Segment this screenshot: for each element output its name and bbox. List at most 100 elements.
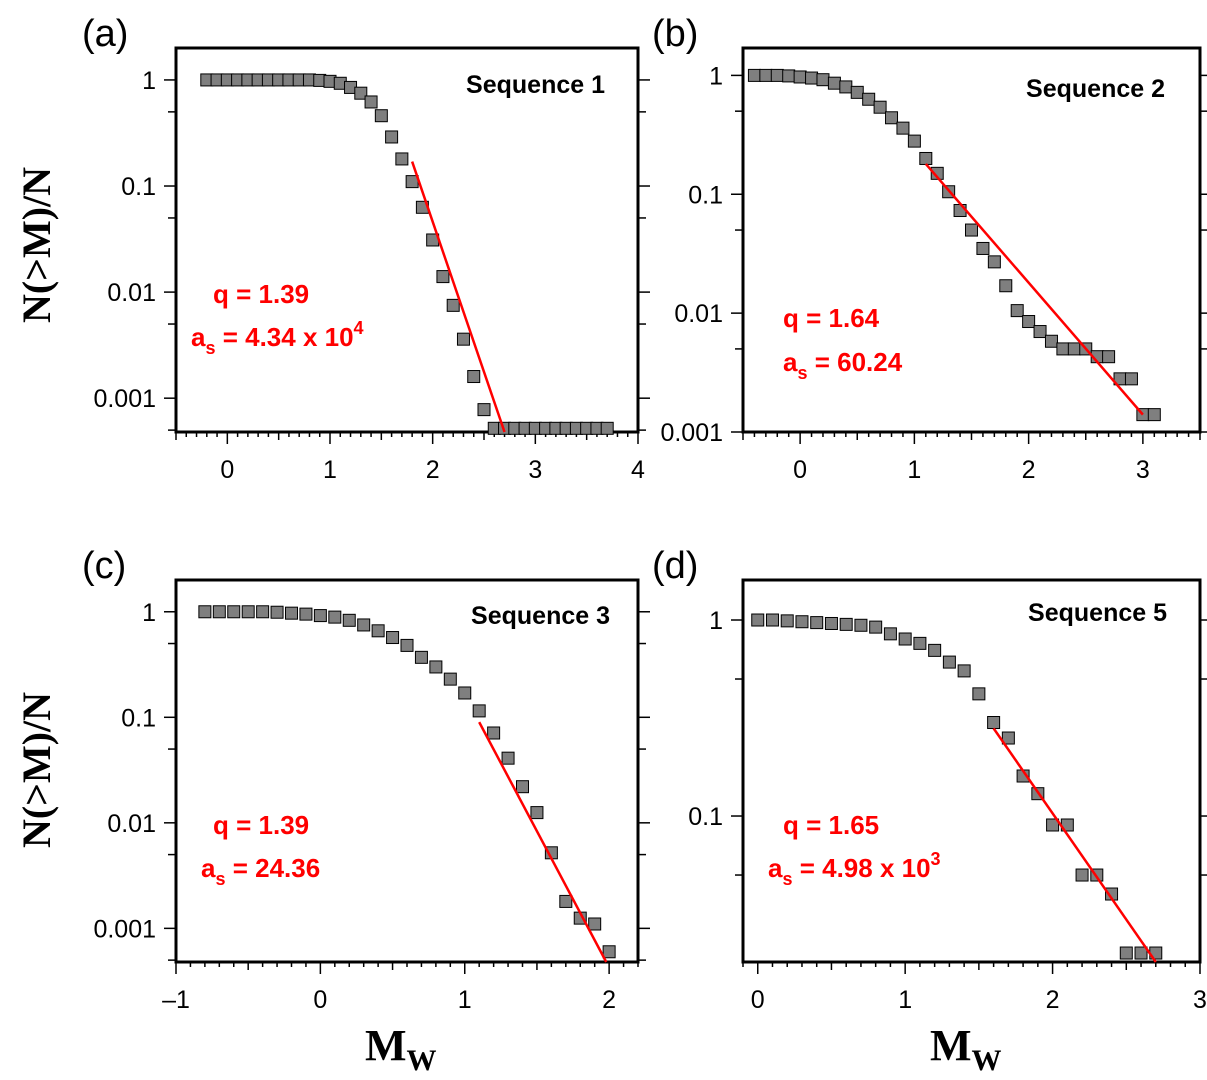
as-base: a [191, 322, 206, 352]
x-tick-label: 1 [898, 986, 912, 1014]
data-point [358, 619, 370, 631]
panel-letter: (a) [82, 13, 128, 55]
q-annotation: q = 1.64 [783, 303, 880, 333]
y-tick-label: 1 [142, 599, 156, 627]
data-point [920, 152, 932, 164]
data-point [286, 607, 298, 619]
data-point [840, 618, 852, 630]
data-point [437, 271, 449, 283]
as-annotation: as = 4.34 x 104 [191, 318, 364, 358]
x-tick-label: 0 [793, 456, 807, 484]
y-axis-title-bottom: N(>M)/N [14, 692, 59, 848]
panel-d: 0 1 2 310.1(d)Sequence 5q = 1.65as = 4.98 x… [652, 545, 1207, 1014]
data-point [988, 717, 1000, 729]
data-point [796, 616, 808, 628]
as-base: a [783, 347, 798, 377]
x-tick-label: –1 [162, 986, 190, 1014]
data-point [966, 224, 978, 236]
fit-line [479, 722, 606, 962]
data-point [401, 639, 413, 651]
data-point [828, 77, 840, 89]
fit-line [412, 162, 504, 432]
sequence-label: Sequence 2 [1026, 75, 1165, 103]
as-superscript: 3 [931, 849, 941, 869]
data-point [874, 101, 886, 113]
data-point [447, 299, 459, 311]
data-point [897, 122, 909, 134]
data-point [908, 135, 920, 147]
data-point [329, 611, 341, 623]
panel-letter: (c) [82, 545, 126, 587]
x-tick-label: 2 [1022, 456, 1036, 484]
data-point [870, 621, 882, 633]
data-point [502, 752, 514, 764]
data-point [1011, 305, 1023, 317]
data-point [589, 918, 601, 930]
data-point [430, 661, 442, 673]
data-point [863, 93, 875, 105]
as-annotation: as = 24.36 [201, 853, 320, 889]
y-tick-label: 0.1 [688, 803, 723, 831]
y-tick-label: 0.001 [660, 419, 723, 447]
x-tick-label: 1 [907, 456, 921, 484]
as-value: = 4.98 x 10 [792, 853, 930, 883]
data-point [271, 606, 283, 618]
data-point [781, 615, 793, 627]
as-subscript: s [205, 338, 215, 358]
data-point [1023, 316, 1035, 328]
panel-letter: (d) [652, 545, 698, 587]
data-point [517, 781, 529, 793]
data-point [601, 422, 613, 434]
panel-a: 0 1 2 3 410.10.010.001(a)Sequence 1q = 1.39a… [82, 13, 650, 484]
data-point [1057, 343, 1069, 355]
data-point [988, 256, 1000, 268]
data-point [1148, 409, 1160, 421]
plot-frame [176, 48, 638, 432]
y-tick-label: 0.01 [674, 300, 723, 328]
data-point [1103, 351, 1115, 363]
data-point [914, 637, 926, 649]
y-tick-label: 0.001 [93, 915, 156, 943]
fit-line [926, 164, 1143, 415]
data-point [473, 705, 485, 717]
data-point [1000, 280, 1012, 292]
as-annotation: as = 60.24 [783, 347, 903, 383]
x-tick-label: 3 [1193, 986, 1207, 1014]
data-point [257, 606, 269, 618]
data-point [242, 606, 254, 618]
x-tick-label: 0 [751, 986, 765, 1014]
data-point [386, 131, 398, 143]
as-base: a [768, 853, 783, 883]
panel-b: 0 1 2 3 1 0.1 0.01 0.001 (b) Sequence 2 q = 1.64 as… [652, 13, 1207, 484]
data-point [954, 205, 966, 217]
data-point [1034, 326, 1046, 338]
data-point [396, 153, 408, 165]
x-axis-title-main: M [930, 1021, 972, 1070]
y-tick-label: 1 [709, 62, 723, 90]
data-point [825, 617, 837, 629]
x-axis-title-sub: W [972, 1044, 1002, 1077]
data-point [415, 651, 427, 663]
data-point [375, 110, 387, 122]
data-point [929, 644, 941, 656]
panel-letter: (b) [652, 13, 698, 55]
data-point [372, 625, 384, 637]
data-point [488, 727, 500, 739]
x-tick-label: 3 [528, 456, 542, 484]
data-point [1120, 947, 1132, 959]
y-tick-label: 0.1 [121, 173, 156, 201]
data-point [973, 688, 985, 700]
x-axis-title-right: MW [930, 1021, 1002, 1077]
data-point [766, 614, 778, 626]
data-point [977, 242, 989, 254]
data-point [213, 606, 225, 618]
sequence-label: Sequence 3 [471, 602, 610, 630]
data-point [387, 632, 399, 644]
data-point [752, 614, 764, 626]
x-tick-label: 2 [426, 456, 440, 484]
as-subscript: s [782, 869, 792, 889]
data-point [760, 69, 772, 81]
data-point [1076, 869, 1088, 881]
data-point [468, 371, 480, 383]
data-point [771, 69, 783, 81]
